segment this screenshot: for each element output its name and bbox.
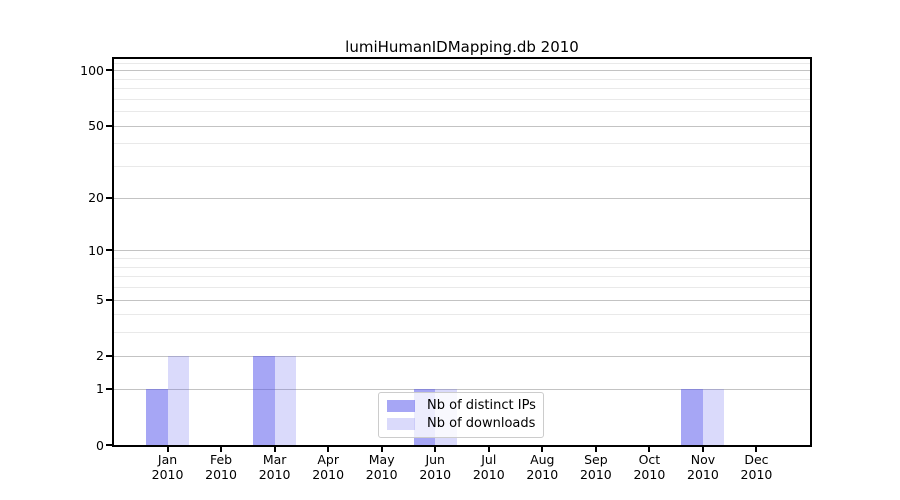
minor-gridline	[114, 266, 810, 268]
legend-item: Nb of distinct IPs	[387, 398, 536, 414]
y-tick-mark	[106, 124, 112, 127]
y-tick-label: 2	[96, 348, 104, 364]
y-tick-label: 5	[96, 292, 104, 307]
x-tick-label: Mar 2010	[258, 452, 291, 482]
major-gridline	[114, 70, 810, 72]
minor-gridline	[114, 276, 810, 278]
minor-gridline	[114, 314, 810, 316]
x-tick-mark	[487, 447, 490, 452]
x-tick-label: Jan 2010	[151, 452, 184, 482]
x-tick-mark	[273, 447, 276, 452]
minor-gridline	[114, 111, 810, 113]
y-tick-label: 20	[88, 190, 104, 206]
x-tick-label: Feb 2010	[205, 452, 237, 482]
x-tick-label: Oct 2010	[633, 452, 666, 482]
x-tick-label: Jul 2010	[472, 452, 505, 482]
x-tick-mark	[220, 447, 223, 452]
bar	[702, 388, 725, 445]
x-tick-mark	[755, 447, 758, 452]
x-tick-mark	[594, 447, 597, 452]
minor-gridline	[114, 258, 810, 260]
x-tick-label: May 2010	[365, 452, 398, 482]
major-gridline	[114, 299, 810, 301]
major-gridline	[114, 197, 810, 199]
y-tick-label: 50	[88, 118, 104, 134]
major-gridline	[114, 355, 810, 357]
y-tick-label: 0	[96, 437, 104, 453]
plot-area	[112, 57, 812, 447]
x-tick-label: Sep 2010	[579, 452, 612, 482]
bar	[253, 355, 275, 445]
y-tick-label: 1	[96, 381, 104, 397]
legend-label: Nb of distinct IPs	[427, 398, 536, 413]
x-tick-mark	[541, 447, 544, 452]
x-tick-label: Dec 2010	[740, 452, 773, 482]
legend-swatch	[387, 418, 415, 430]
legend-label: Nb of downloads	[427, 416, 536, 431]
x-tick-mark	[434, 447, 437, 452]
major-gridline	[114, 250, 810, 252]
minor-gridline	[114, 88, 810, 90]
minor-gridline	[114, 166, 810, 168]
x-tick-label: Apr 2010	[312, 452, 345, 482]
x-tick-mark	[166, 447, 169, 452]
y-tick-mark	[106, 69, 112, 72]
bar	[146, 388, 168, 445]
x-tick-label: Jun 2010	[419, 452, 452, 482]
bar	[274, 355, 297, 445]
y-tick-label: 10	[88, 242, 104, 258]
minor-gridline	[114, 98, 810, 100]
y-tick-label: 100	[80, 62, 104, 78]
minor-gridline	[114, 332, 810, 334]
y-tick-mark	[106, 354, 112, 357]
legend: Nb of distinct IPs Nb of downloads	[378, 392, 544, 438]
minor-gridline	[114, 78, 810, 80]
x-tick-mark	[701, 447, 704, 452]
minor-gridline	[114, 62, 810, 64]
major-gridline	[114, 125, 810, 127]
x-tick-mark	[327, 447, 330, 452]
chart-title: lumiHumanIDMapping.db 2010	[345, 38, 579, 56]
y-tick-mark	[106, 298, 112, 301]
bar	[167, 355, 190, 445]
legend-item: Nb of downloads	[387, 416, 535, 432]
bar	[681, 388, 703, 445]
x-tick-label: Nov 2010	[687, 452, 719, 482]
y-tick-mark	[106, 387, 112, 390]
minor-gridline	[114, 286, 810, 288]
x-tick-mark	[380, 447, 383, 452]
minor-gridline	[114, 143, 810, 145]
x-tick-label: Aug 2010	[526, 452, 559, 482]
x-tick-mark	[648, 447, 651, 452]
y-tick-mark	[106, 249, 112, 252]
y-tick-mark	[106, 196, 112, 199]
y-tick-mark	[106, 444, 112, 446]
major-gridline	[114, 388, 810, 390]
legend-swatch	[387, 400, 415, 412]
